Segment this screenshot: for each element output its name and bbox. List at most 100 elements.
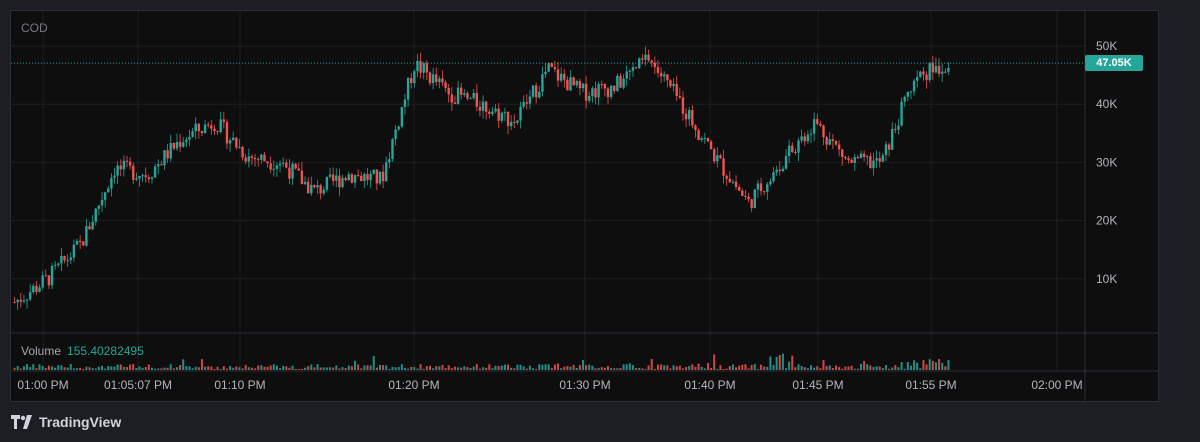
candle: [781, 165, 785, 173]
candle: [41, 271, 44, 290]
candle: [809, 128, 813, 144]
volume-bar: [22, 366, 25, 370]
volume-bar: [138, 366, 141, 370]
candle: [188, 129, 191, 147]
volume-bar: [925, 364, 928, 370]
candle: [428, 71, 432, 86]
candle: [638, 57, 641, 69]
volume-bar: [428, 365, 431, 370]
candle: [372, 169, 375, 175]
volume-bar: [878, 366, 881, 370]
candle: [538, 85, 541, 100]
candle: [806, 130, 810, 144]
volume-bar: [72, 368, 75, 370]
grid-lines: [11, 11, 1158, 401]
candle: [75, 238, 79, 245]
price-axis[interactable]: 50K 40K 30K 20K 10K: [1096, 39, 1117, 286]
volume-bar: [944, 366, 947, 370]
candle: [297, 162, 300, 171]
candle: [859, 150, 863, 159]
candle: [722, 149, 725, 184]
candle: [650, 59, 653, 67]
candle: [272, 160, 275, 177]
volume-bar: [644, 368, 647, 370]
candle: [641, 54, 644, 65]
volume-bar: [722, 368, 725, 370]
candle: [622, 74, 625, 90]
volume-bar: [638, 367, 641, 370]
last-price-tag: 47.05K: [1085, 55, 1143, 72]
volume-bar: [788, 361, 791, 370]
candle: [347, 171, 350, 182]
volume-bar: [647, 365, 650, 370]
candle: [325, 176, 329, 193]
candle: [881, 152, 885, 162]
candle: [363, 172, 366, 188]
candle: [266, 161, 269, 168]
brand-name: TradingView: [39, 414, 122, 430]
candle: [194, 117, 197, 140]
volume-bar: [503, 364, 506, 370]
candle: [210, 120, 213, 135]
candle: [435, 67, 438, 86]
volume-bar: [350, 366, 353, 370]
volume-bar: [494, 365, 497, 370]
volume-bar: [706, 363, 709, 370]
volume-bar: [129, 364, 132, 370]
volume-bar: [160, 368, 163, 370]
volume-bar: [635, 368, 638, 370]
candle: [772, 166, 775, 184]
candle: [578, 78, 582, 96]
volume-bar: [753, 364, 756, 370]
volume-bar: [872, 366, 875, 370]
volume-bar: [166, 367, 169, 370]
volume-bar: [375, 367, 378, 370]
volume-bar: [282, 365, 285, 370]
candle: [716, 147, 719, 168]
volume-bar: [875, 366, 878, 370]
candle: [563, 69, 566, 88]
candle: [207, 121, 210, 128]
time-axis[interactable]: 01:00 PM 01:05:07 PM 01:10 PM 01:20 PM 01:30…: [17, 378, 1082, 392]
volume-bar: [147, 364, 150, 370]
volume-bar: [850, 365, 853, 370]
volume-bar: [485, 367, 488, 370]
candle: [666, 74, 669, 88]
volume-bar: [107, 365, 110, 370]
candle: [584, 76, 588, 109]
candle: [522, 95, 525, 109]
candle: [338, 168, 341, 196]
volume-bar: [800, 366, 803, 370]
candle: [313, 184, 316, 189]
tradingview-logo[interactable]: TradingView: [11, 414, 121, 430]
candle: [791, 142, 794, 154]
volume-bar: [560, 368, 563, 370]
candle: [72, 239, 76, 262]
candle: [328, 167, 332, 179]
volume-bar: [269, 365, 272, 370]
candles: [13, 46, 950, 310]
volume-bar: [653, 368, 656, 370]
volume-bar: [279, 368, 282, 370]
candle: [247, 148, 251, 168]
candle: [269, 156, 272, 174]
volume-bar: [394, 367, 397, 370]
volume-bar: [641, 368, 644, 370]
candle: [400, 106, 404, 129]
volume-bar: [597, 368, 600, 370]
candle: [135, 172, 138, 182]
candle: [60, 247, 63, 271]
candle: [319, 183, 322, 200]
volume-bar: [335, 365, 338, 370]
candle: [150, 176, 154, 184]
volume-bar: [63, 367, 66, 370]
volume-bar: [435, 366, 438, 370]
volume-bar: [625, 364, 628, 370]
candle: [600, 80, 603, 89]
candle: [919, 70, 922, 78]
candle: [303, 176, 307, 186]
volume-bar: [322, 367, 325, 370]
candle: [147, 174, 151, 183]
candle: [381, 164, 385, 189]
